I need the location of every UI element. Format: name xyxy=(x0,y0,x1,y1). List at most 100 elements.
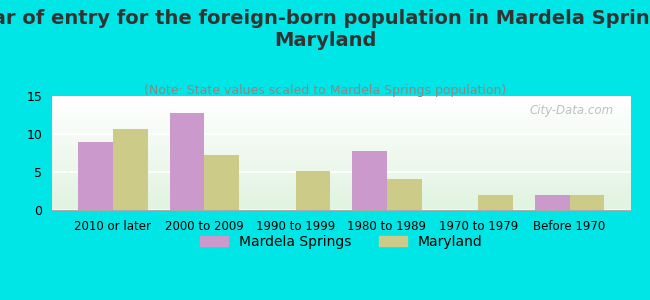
Bar xyxy=(52,202,630,203)
Bar xyxy=(52,120,630,121)
Bar xyxy=(52,112,630,113)
Bar xyxy=(52,201,630,202)
Bar xyxy=(478,195,513,210)
Bar xyxy=(52,147,630,148)
Bar xyxy=(52,194,630,195)
Text: (Note: State values scaled to Mardela Springs population): (Note: State values scaled to Mardela Sp… xyxy=(144,84,506,97)
Bar xyxy=(52,159,630,160)
Bar xyxy=(52,183,630,184)
Bar xyxy=(52,145,630,146)
Text: Year of entry for the foreign-born population in Mardela Springs,
Maryland: Year of entry for the foreign-born popul… xyxy=(0,9,650,50)
Bar xyxy=(52,139,630,140)
Bar xyxy=(52,184,630,185)
Bar xyxy=(52,131,630,133)
Bar xyxy=(52,207,630,208)
Legend: Mardela Springs, Maryland: Mardela Springs, Maryland xyxy=(194,229,488,254)
Bar xyxy=(52,146,630,147)
Bar xyxy=(52,100,630,102)
Bar xyxy=(52,119,630,120)
Bar xyxy=(52,106,630,107)
Bar xyxy=(52,104,630,105)
Bar xyxy=(52,192,630,193)
Bar xyxy=(52,193,630,194)
Bar xyxy=(52,185,630,186)
Bar xyxy=(52,129,630,130)
Bar xyxy=(52,113,630,114)
Bar xyxy=(52,162,630,163)
Bar xyxy=(78,142,113,210)
Bar xyxy=(52,190,630,192)
Bar xyxy=(52,153,630,154)
Bar xyxy=(113,129,148,210)
Bar xyxy=(52,203,630,204)
Bar xyxy=(52,151,630,152)
Bar xyxy=(52,186,630,187)
Bar xyxy=(52,143,630,144)
Bar xyxy=(52,179,630,180)
Bar xyxy=(52,204,630,206)
Text: City-Data.com: City-Data.com xyxy=(529,104,613,117)
Bar xyxy=(170,113,204,210)
Bar xyxy=(52,182,630,183)
Bar xyxy=(52,195,630,196)
Bar xyxy=(52,127,630,128)
Bar xyxy=(52,196,630,197)
Bar xyxy=(52,209,630,210)
Bar xyxy=(52,206,630,207)
Bar xyxy=(52,173,630,175)
Bar xyxy=(52,154,630,155)
Bar xyxy=(52,103,630,104)
Bar xyxy=(52,155,630,156)
Bar xyxy=(52,172,630,173)
Bar xyxy=(569,195,604,210)
Bar xyxy=(52,148,630,150)
Bar xyxy=(52,107,630,109)
Bar xyxy=(296,171,330,210)
Bar xyxy=(52,200,630,201)
Bar xyxy=(52,169,630,170)
Bar xyxy=(52,188,630,190)
Bar xyxy=(52,133,630,134)
Bar xyxy=(52,177,630,178)
Bar xyxy=(52,166,630,167)
Bar xyxy=(52,98,630,99)
Bar xyxy=(52,187,630,188)
Bar xyxy=(52,197,630,199)
Bar xyxy=(52,170,630,171)
Bar xyxy=(52,178,630,179)
Bar xyxy=(52,111,630,112)
Bar xyxy=(52,109,630,110)
Bar xyxy=(52,176,630,177)
Bar xyxy=(52,128,630,129)
Bar xyxy=(52,130,630,131)
Bar xyxy=(52,124,630,126)
Bar xyxy=(52,121,630,122)
Bar xyxy=(52,110,630,111)
Bar xyxy=(52,171,630,172)
Bar xyxy=(52,175,630,176)
Bar xyxy=(52,156,630,158)
Bar xyxy=(52,142,630,143)
Bar xyxy=(52,116,630,118)
Bar xyxy=(52,140,630,142)
Bar xyxy=(52,135,630,136)
Bar xyxy=(52,144,630,145)
Bar xyxy=(52,158,630,159)
Bar xyxy=(352,151,387,210)
Bar xyxy=(52,126,630,127)
Bar xyxy=(52,105,630,106)
Bar xyxy=(52,150,630,151)
Bar xyxy=(52,99,630,101)
Bar xyxy=(52,123,630,124)
Bar xyxy=(52,122,630,123)
Bar xyxy=(52,102,630,103)
Bar xyxy=(52,114,630,116)
Bar xyxy=(535,195,569,210)
Bar xyxy=(387,179,422,210)
Bar xyxy=(52,152,630,153)
Bar xyxy=(52,136,630,137)
Bar xyxy=(52,97,630,98)
Bar xyxy=(52,164,630,166)
Bar xyxy=(204,154,239,210)
Bar xyxy=(52,96,630,97)
